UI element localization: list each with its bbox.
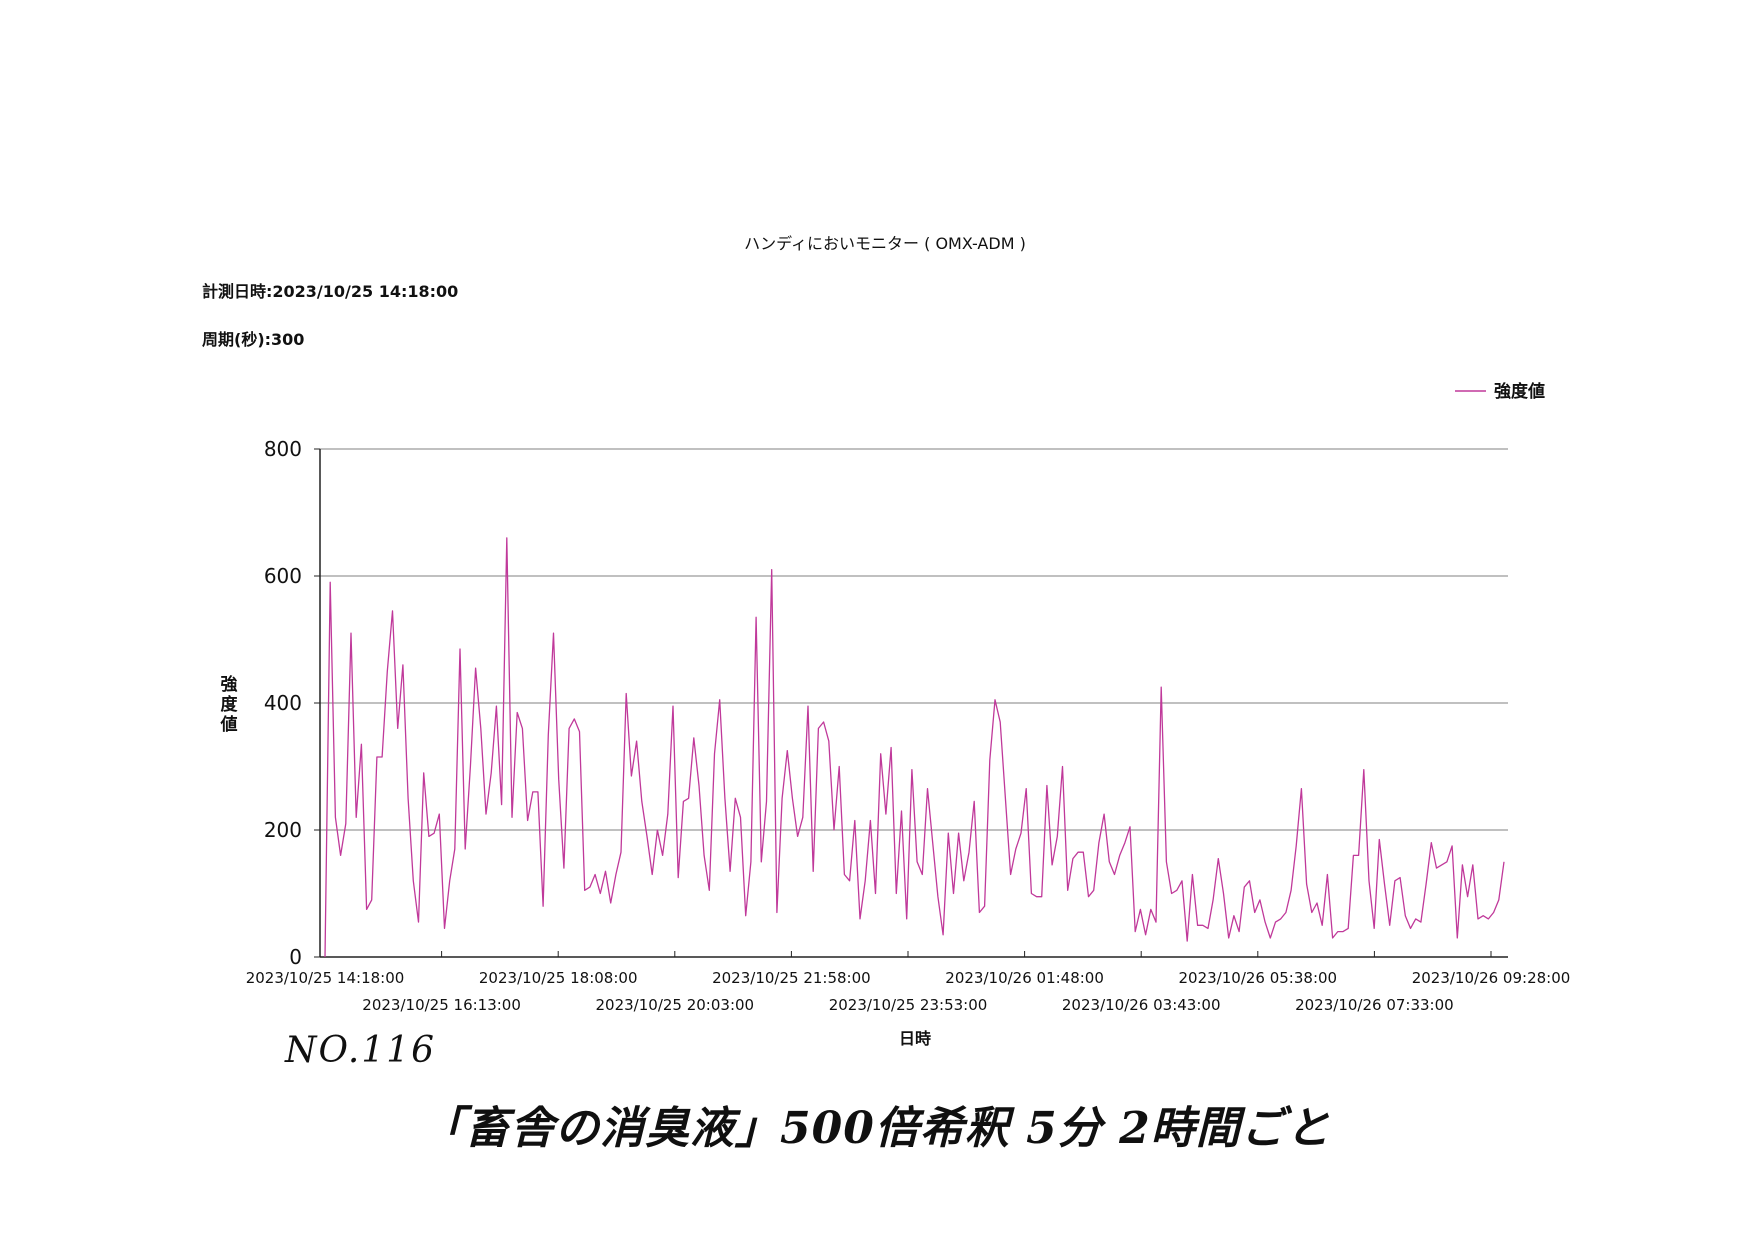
x-tick-label: 2023/10/25 16:13:00: [362, 996, 521, 1014]
x-tick-label: 2023/10/26 05:38:00: [1179, 969, 1338, 987]
series-line: [324, 537, 1505, 958]
handwritten-number: NO.116: [285, 1030, 437, 1071]
chart-title: ハンディにおいモニター ( OMX-ADM ): [744, 234, 1026, 253]
measure-datetime: 計測日時:2023/10/25 14:18:00: [202, 282, 458, 301]
y-tick-label: 200: [264, 818, 302, 842]
x-tick-label: 2023/10/26 01:48:00: [945, 969, 1104, 987]
legend-entry: 強度値: [1494, 381, 1545, 402]
y-tick-label: 0: [289, 945, 302, 969]
y-axis-label-char: 度: [221, 694, 239, 715]
x-tick-label: 2023/10/25 18:08:00: [479, 969, 638, 987]
x-tick-label: 2023/10/25 14:18:00: [246, 969, 405, 987]
x-tick-label: 2023/10/26 03:43:00: [1062, 996, 1221, 1014]
x-axis-label: 日時: [899, 1029, 931, 1048]
y-tick-label: 400: [264, 691, 302, 715]
handwritten-memo: 「畜舎の消臭液」500倍希釈 5分 2時間ごと: [420, 1103, 1331, 1154]
x-tick-label: 2023/10/25 23:53:00: [829, 996, 988, 1014]
x-tick-label: 2023/10/26 07:33:00: [1295, 996, 1454, 1014]
y-axis-label-char: 値: [220, 714, 238, 735]
period-label: 周期(秒):300: [202, 330, 304, 349]
x-tick-label: 2023/10/25 20:03:00: [596, 996, 755, 1014]
y-tick-label: 600: [264, 564, 302, 588]
y-tick-label: 800: [264, 437, 302, 461]
x-tick-label: 2023/10/26 09:28:00: [1412, 969, 1571, 987]
y-axis-label-char: 強: [221, 674, 238, 695]
x-tick-label: 2023/10/25 21:58:00: [712, 969, 871, 987]
